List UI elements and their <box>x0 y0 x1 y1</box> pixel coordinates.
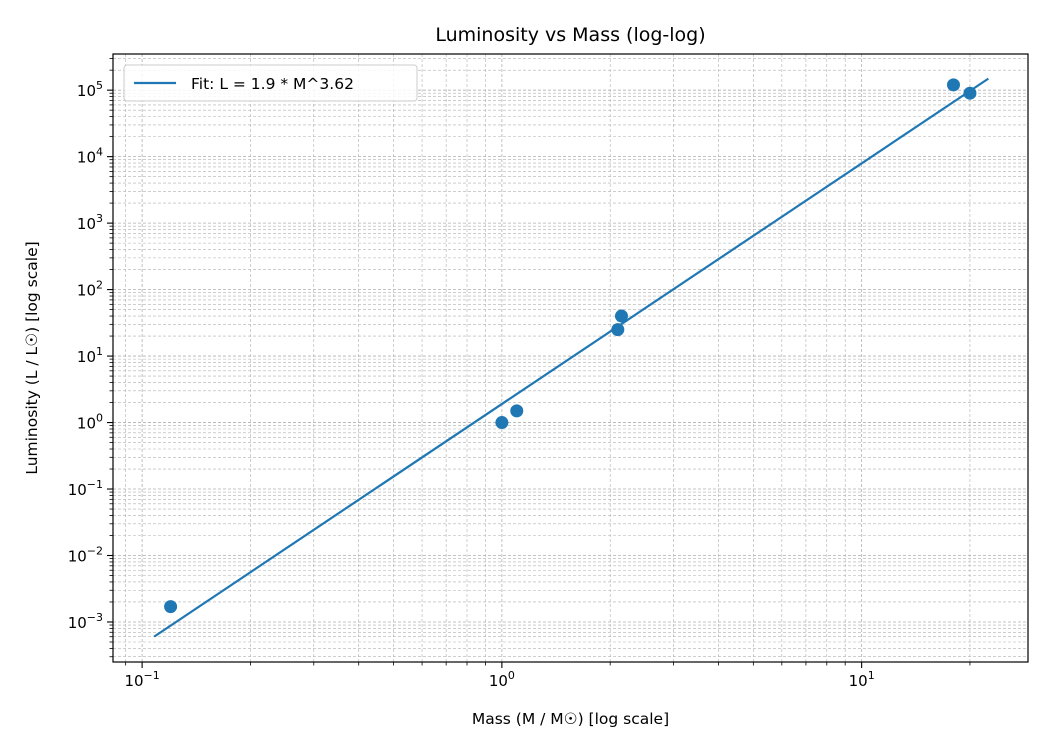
x-axis-label: Mass (M / M☉) [log scale] <box>472 710 669 728</box>
legend: Fit: L = 1.9 * M^3.62 <box>123 64 418 102</box>
y-tick-label: 10−1 <box>68 478 103 499</box>
data-points <box>164 78 977 614</box>
data-point <box>963 86 977 100</box>
fit-line-layer <box>153 77 989 638</box>
axis-ticks: 10−1 100 101 10−3 10−2 10−1 100 101 102 103 104 105 <box>68 58 971 690</box>
y-tick-label: 104 <box>77 146 103 167</box>
y-axis-label: Luminosity (L / L☉) [log scale] <box>23 241 41 474</box>
data-point <box>614 309 628 323</box>
grid-lines <box>113 54 1028 662</box>
data-point <box>510 404 524 418</box>
y-tick-label: 102 <box>77 279 103 300</box>
plot-frame <box>112 53 1029 663</box>
legend-box <box>123 64 418 102</box>
y-tick-label: 105 <box>77 79 103 100</box>
legend-label: Fit: L = 1.9 * M^3.62 <box>191 75 354 93</box>
y-tick-label: 10−3 <box>68 611 103 632</box>
y-tick-label: 10−2 <box>68 545 103 566</box>
y-tick-label: 100 <box>77 412 103 433</box>
fit-line <box>153 77 989 638</box>
data-point <box>611 323 625 337</box>
data-point <box>946 78 960 92</box>
y-tick-label: 103 <box>77 212 103 233</box>
x-tick-label: 10−1 <box>124 669 159 690</box>
y-tick-label: 101 <box>77 345 103 366</box>
data-point <box>164 600 178 614</box>
chart-title: Luminosity vs Mass (log-log) <box>435 24 705 46</box>
x-tick-label: 101 <box>849 669 875 690</box>
x-tick-label: 100 <box>489 669 515 690</box>
data-point <box>495 416 509 430</box>
